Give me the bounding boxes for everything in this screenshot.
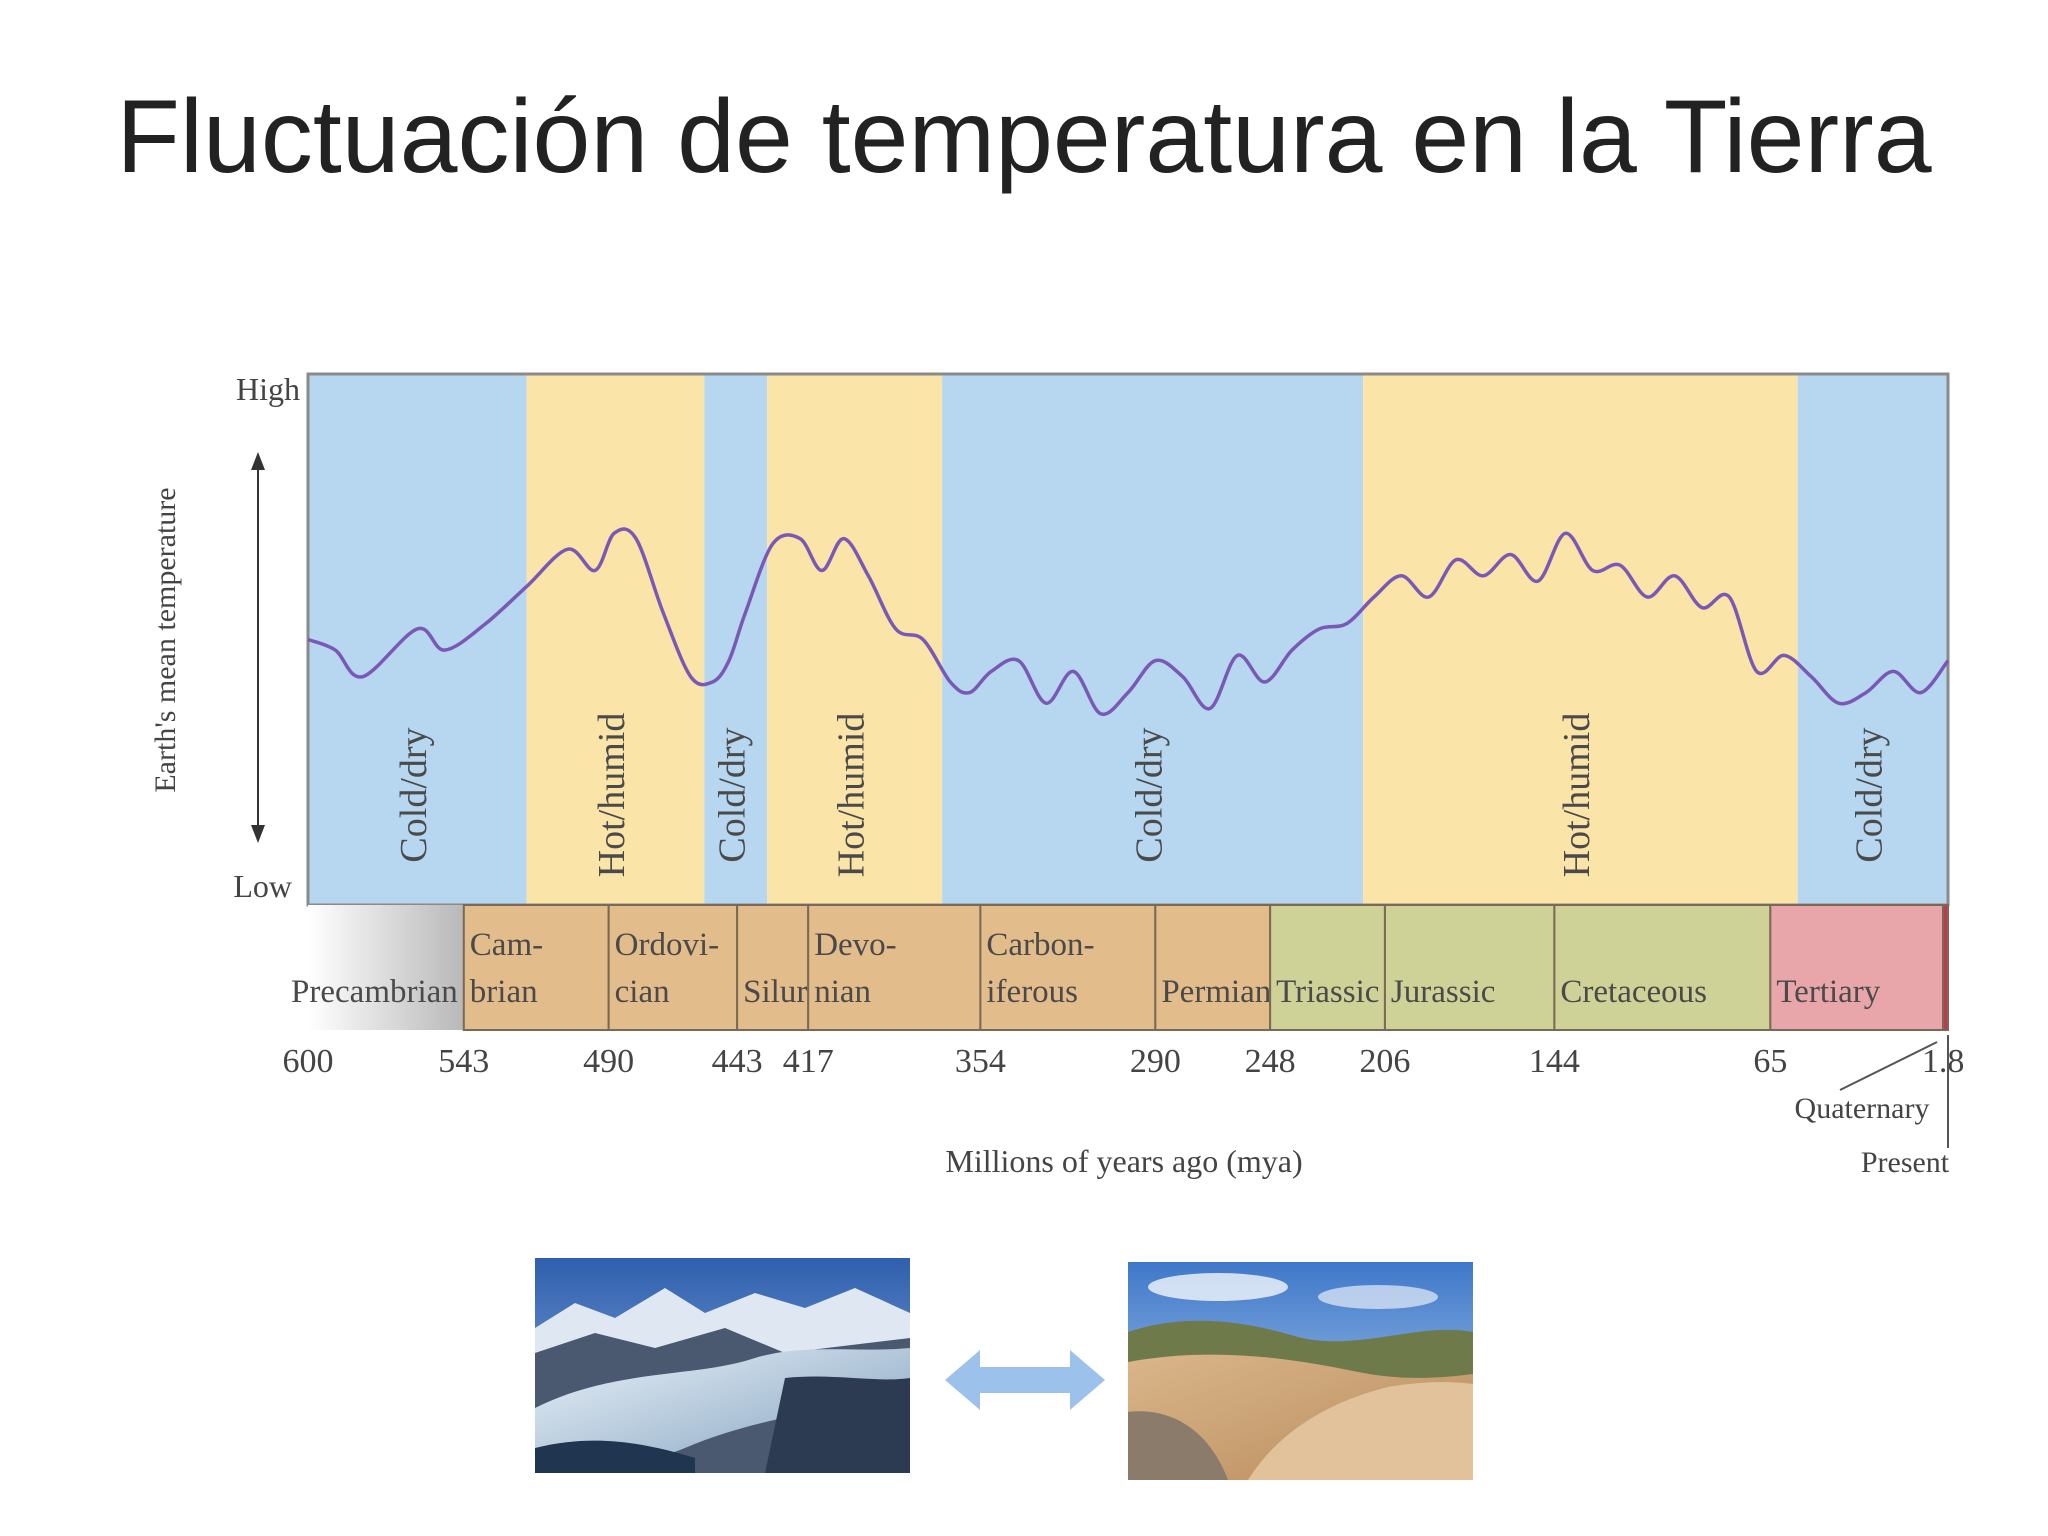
period-label: Jurassic [1391, 974, 1495, 1010]
x-tick-label: 248 [1245, 1043, 1296, 1080]
period-label: Carbon-iferous [986, 927, 1094, 1010]
x-tick-label: 290 [1130, 1043, 1181, 1080]
x-tick-label: 1.8 [1922, 1043, 1965, 1080]
y-high-label: High [236, 371, 300, 407]
period-quaternary [1942, 904, 1949, 1031]
desert-photo [1128, 1262, 1473, 1480]
period-label: Cam-brian [470, 927, 543, 1010]
x-tick-label: 490 [583, 1043, 634, 1080]
climate-band-cold [308, 374, 527, 905]
period-label: Devo-nian [814, 927, 896, 1010]
climate-band-label: Hot/humid [591, 713, 633, 878]
period-paleozoic [979, 904, 1157, 1031]
period-paleozoic [462, 904, 610, 1031]
y-low-label: Low [233, 868, 292, 904]
period-label: Permian [1161, 974, 1271, 1010]
period-label: Cretaceous [1560, 974, 1707, 1010]
x-tick-label: 206 [1359, 1043, 1410, 1080]
climate-band-label: Cold/dry [393, 727, 435, 862]
double-arrow-icon [945, 1350, 1105, 1410]
period-paleozoic [736, 904, 810, 1031]
x-tick-label: 354 [955, 1043, 1006, 1080]
period-paleozoic [807, 904, 982, 1031]
period-paleozoic [1154, 904, 1272, 1031]
period-label: Precambrian [291, 974, 458, 1010]
period-paleozoic [607, 904, 739, 1031]
x-tick-label: 600 [283, 1043, 334, 1080]
quaternary-annotation: Quaternary [1795, 1092, 1930, 1125]
period-precambrian [308, 905, 464, 1030]
period-label: Triassic [1276, 974, 1379, 1010]
period-mesozoic [1269, 904, 1386, 1031]
period-label: Ordovi-cian [615, 927, 719, 1010]
period-mesozoic [1553, 904, 1772, 1031]
y-arrow-up-icon [251, 452, 265, 470]
climate-band-hot [767, 374, 943, 905]
x-tick-label: 65 [1753, 1043, 1787, 1080]
quaternary-leader-line [1839, 1041, 1938, 1091]
x-axis-ticks: 600 543 490 443 417 354 290 248 206 144 65 1.8 [283, 1043, 1965, 1080]
climate-band-label: Hot/humid [1556, 713, 1598, 878]
temperature-curve [307, 527, 1950, 717]
climate-band-labels: Cold/dry Hot/humid Cold/dry Hot/humid Cold/d… [393, 713, 1891, 878]
climate-band-label: Cold/dry [1128, 727, 1170, 862]
x-tick-label: 417 [783, 1043, 834, 1080]
x-tick-label: 543 [438, 1043, 489, 1080]
climate-band-cold [1797, 374, 1948, 905]
climate-band-hot [1363, 374, 1798, 905]
x-tick-label: 443 [712, 1043, 763, 1080]
climate-band-label: Cold/dry [711, 727, 753, 862]
climate-bands [308, 374, 1948, 905]
x-tick-label: 144 [1529, 1043, 1580, 1080]
y-axis-label: Earth's mean temperature [149, 487, 182, 792]
x-axis-label: Millions of years ago (mya) [945, 1143, 1302, 1179]
period-mesozoic [1383, 904, 1556, 1031]
climate-band-cold [942, 374, 1364, 905]
slide-title: Fluctuación de temperatura en la Tierra [116, 79, 1932, 195]
y-arrow-down-icon [251, 825, 265, 843]
glacier-photo [535, 1258, 910, 1473]
y-axis: Earth's mean temperature High Low [149, 371, 300, 904]
climate-band-label: Cold/dry [1849, 727, 1891, 862]
period-label: Tertiary [1776, 974, 1880, 1010]
climate-band-label: Hot/humid [830, 713, 872, 878]
period-cenozoic [1769, 904, 1945, 1031]
present-annotation: Present [1861, 1146, 1950, 1179]
